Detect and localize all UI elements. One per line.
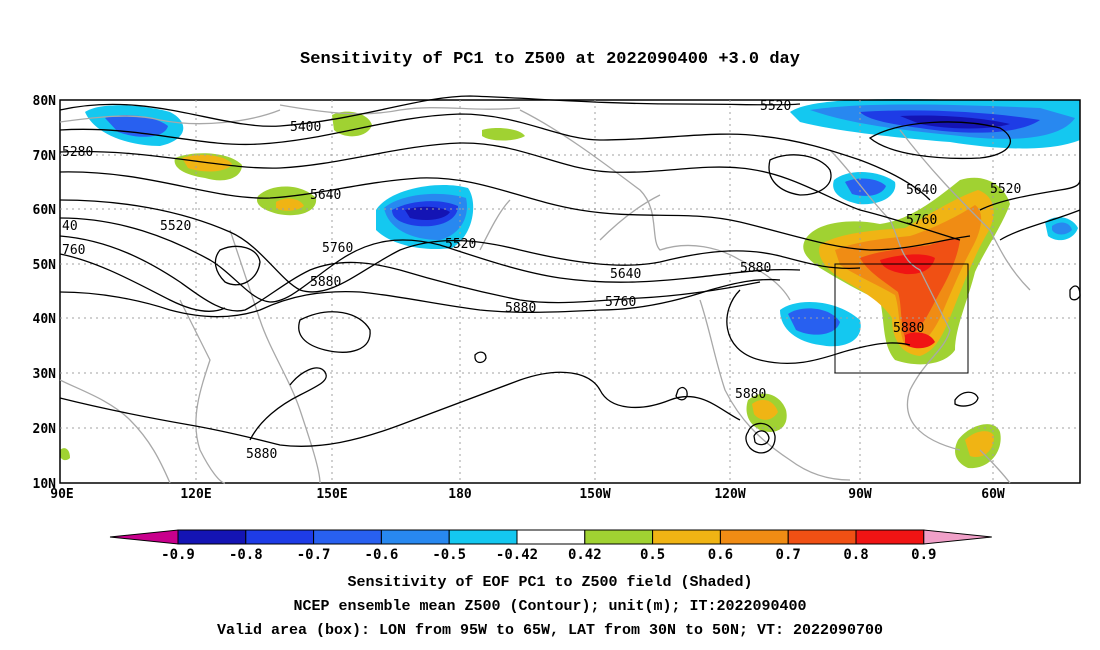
contour-label: 5880 xyxy=(246,447,277,462)
lon-label-120e: 120E xyxy=(180,487,211,502)
colorbar-swatch xyxy=(855,529,925,545)
contour-label: 5520 xyxy=(760,99,791,114)
lat-label-60n: 60N xyxy=(33,203,57,218)
contour-label: 5760 xyxy=(605,295,636,310)
contour-label: 5880 xyxy=(893,321,924,336)
colorbar-swatch xyxy=(516,529,586,545)
colorbar: -0.9 -0.8 -0.7 -0.6 -0.5 -0.42 0.42 0.5 0.6 0.7 0.… xyxy=(109,529,992,563)
colorbar-swatch xyxy=(584,529,654,545)
lat-labels: 10N 20N 30N 40N 50N 60N 70N 80N xyxy=(33,94,57,492)
colorbar-tick-label: -0.9 xyxy=(161,547,195,563)
contour-label: 5760 xyxy=(322,241,353,256)
contour-labels: 5520 5400 5280 5640 5520 40 5520 760 576… xyxy=(62,99,1021,462)
colorbar-tick-label: -0.8 xyxy=(229,547,263,563)
caption-line-1: Sensitivity of EOF PC1 to Z500 field (Sh… xyxy=(347,574,753,591)
colorbar-tick-label: -0.42 xyxy=(496,547,538,563)
lon-label-90e: 90E xyxy=(50,487,73,502)
coastlines xyxy=(59,104,1031,484)
contour-label: 5640 xyxy=(906,183,937,198)
colorbar-tick-label: -0.7 xyxy=(297,547,331,563)
colorbar-tick-label: 0.42 xyxy=(568,547,602,563)
lat-label-30n: 30N xyxy=(33,367,57,382)
lat-label-50n: 50N xyxy=(33,258,57,273)
colorbar-swatch xyxy=(177,529,247,545)
colorbar-tick-label: 0.6 xyxy=(708,547,733,563)
contour-label: 5520 xyxy=(160,219,191,234)
lat-label-20n: 20N xyxy=(33,422,57,437)
lon-label-180: 180 xyxy=(448,487,472,502)
colorbar-tick-label: -0.6 xyxy=(365,547,399,563)
lat-label-80n: 80N xyxy=(33,94,57,109)
lon-label-150e: 150E xyxy=(316,487,347,502)
chart-title: Sensitivity of PC1 to Z500 at 2022090400… xyxy=(300,50,800,69)
colorbar-swatch xyxy=(448,529,518,545)
colorbar-arrow-high xyxy=(923,529,992,545)
colorbar-swatch xyxy=(380,529,450,545)
contour-label: 5640 xyxy=(610,267,641,282)
contour-label: 5880 xyxy=(310,275,341,290)
colorbar-tick-label: 0.8 xyxy=(843,547,868,563)
colorbar-swatch xyxy=(719,529,789,545)
contour-label: 5280 xyxy=(62,145,93,160)
lat-label-40n: 40N xyxy=(33,312,57,327)
caption-line-2: NCEP ensemble mean Z500 (Contour); unit(… xyxy=(293,598,807,615)
colorbar-tick-label: 0.5 xyxy=(640,547,665,563)
contour-label: 5880 xyxy=(735,387,766,402)
lon-label-120w: 120W xyxy=(714,487,745,502)
lon-label-60w: 60W xyxy=(981,487,1005,502)
lat-label-70n: 70N xyxy=(33,149,57,164)
colorbar-arrow-low xyxy=(109,529,179,545)
lon-label-90w: 90W xyxy=(848,487,872,502)
colorbar-swatch xyxy=(245,529,315,545)
colorbar-swatch xyxy=(652,529,721,545)
lon-label-150w: 150W xyxy=(579,487,610,502)
lat-label-10n: 10N xyxy=(33,477,57,492)
colorbar-tick-label: 0.9 xyxy=(911,547,936,563)
contour-label: 5520 xyxy=(990,182,1021,197)
valid-area-box xyxy=(834,263,969,374)
contour-label: 40 xyxy=(62,219,78,234)
contour-label: 5880 xyxy=(505,301,536,316)
caption-line-3: Valid area (box): LON from 95W to 65W, L… xyxy=(216,622,884,639)
lon-labels: 90E 120E 150E 180 150W 120W 90W 60W xyxy=(50,487,1005,502)
colorbar-swatch xyxy=(787,529,857,545)
contour-label: 5520 xyxy=(445,237,476,252)
contour-label: 760 xyxy=(62,243,85,258)
contour-label: 5640 xyxy=(310,188,341,203)
contour-label: 5880 xyxy=(740,261,771,276)
colorbar-swatch xyxy=(313,529,382,545)
contour-label: 5760 xyxy=(906,213,937,228)
colorbar-tick-label: -0.5 xyxy=(432,547,466,563)
contour-lines xyxy=(59,95,1081,454)
contour-label: 5400 xyxy=(290,120,321,135)
colorbar-tick-label: 0.7 xyxy=(776,547,801,563)
